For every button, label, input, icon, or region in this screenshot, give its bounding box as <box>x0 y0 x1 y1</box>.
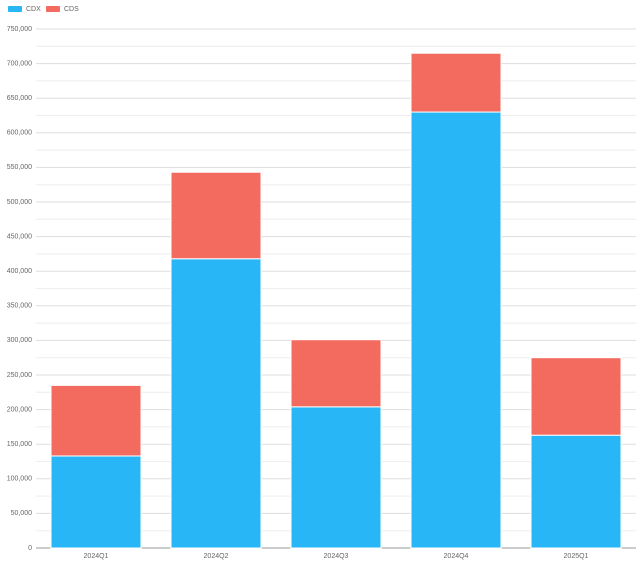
bar-segment <box>410 52 502 113</box>
y-tick-label: 600,000 <box>7 130 32 137</box>
x-tick-label: 2025Q1 <box>564 553 589 560</box>
y-tick-label: 500,000 <box>7 199 32 206</box>
y-tick-label: 150,000 <box>7 441 32 448</box>
y-tick-label: 650,000 <box>7 95 32 102</box>
y-tick-label: 50,000 <box>11 510 33 517</box>
bar-segment <box>50 384 142 457</box>
x-tick-label: 2024Q3 <box>324 553 349 560</box>
y-tick-label: 400,000 <box>7 268 32 275</box>
y-tick-label: 550,000 <box>7 164 32 171</box>
x-tick-label: 2024Q4 <box>444 553 469 560</box>
y-tick-label: 300,000 <box>7 337 32 344</box>
y-tick-label: 0 <box>28 545 32 552</box>
y-tick-label: 700,000 <box>7 60 32 67</box>
legend-swatch <box>8 6 22 12</box>
y-tick-label: 100,000 <box>7 476 32 483</box>
bar-segment <box>170 171 262 260</box>
y-tick-label: 750,000 <box>7 26 32 33</box>
legend-label: CDX <box>26 6 41 13</box>
bar-segment <box>290 339 382 408</box>
y-tick-label: 450,000 <box>7 233 32 240</box>
legend-swatch <box>46 6 60 12</box>
bar-segment <box>410 111 502 549</box>
bar-segment <box>290 406 382 549</box>
bar-segment <box>530 434 622 549</box>
bar-segment <box>50 455 142 549</box>
y-tick-label: 350,000 <box>7 303 32 310</box>
y-tick-label: 200,000 <box>7 406 32 413</box>
legend-label: CDS <box>64 6 79 13</box>
bar-segment <box>530 357 622 436</box>
x-tick-label: 2024Q1 <box>84 553 109 560</box>
y-tick-label: 250,000 <box>7 372 32 379</box>
bar-segment <box>170 258 262 549</box>
x-tick-label: 2024Q2 <box>204 553 229 560</box>
